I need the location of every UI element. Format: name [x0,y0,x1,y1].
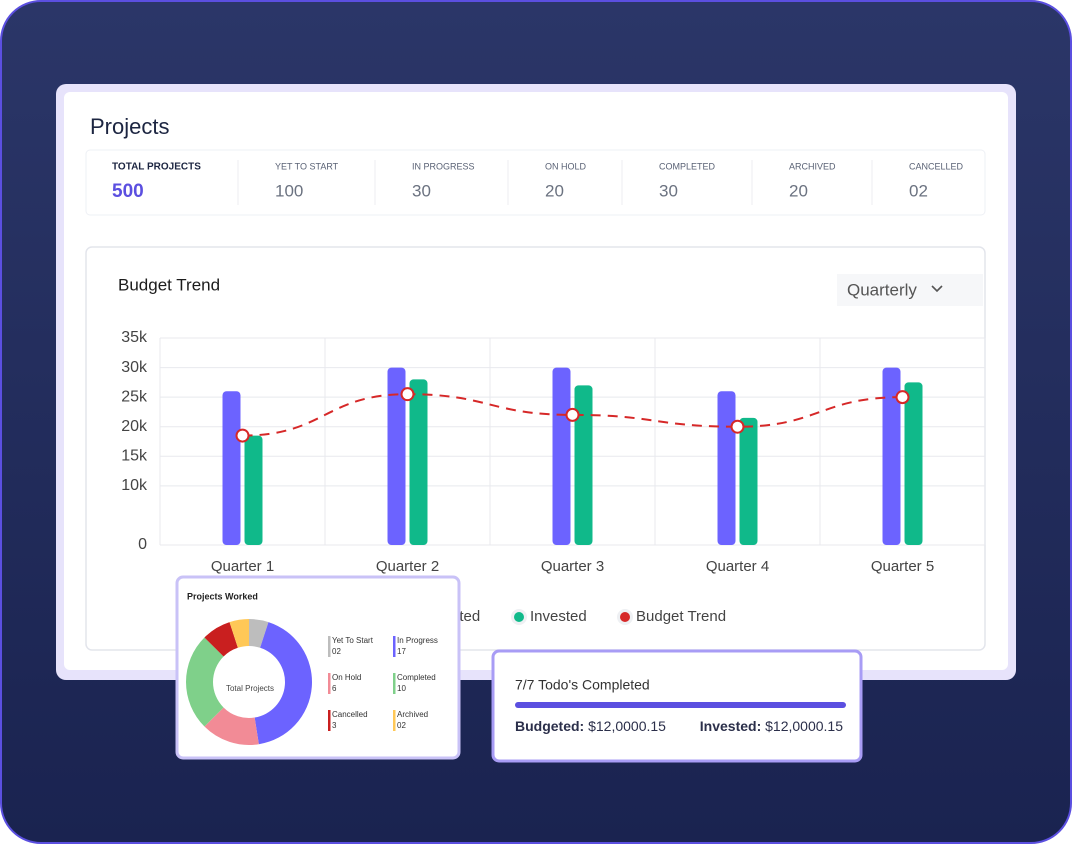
period-dropdown[interactable] [837,274,983,306]
donut-slice [204,622,238,657]
stat-value: 100 [275,181,303,200]
invested-text: Invested: $12,0000.15 [700,718,843,734]
invested-value: $12,0000.15 [765,718,843,734]
chart-title: Budget Trend [118,275,220,294]
y-tick-label: 35k [121,329,148,346]
bar [717,391,736,545]
legend-label: Invested [530,608,587,625]
donut-legend-label: On Hold [332,673,361,682]
donut-center-label: Total Projects [226,684,274,693]
bar [574,385,593,545]
donut-legend-value: 3 [332,721,337,730]
bar [222,391,241,545]
x-tick-label: Quarter 3 [541,558,604,575]
budgeted-text: Budgeted: $12,0000.15 [515,718,666,734]
legend-swatch [620,612,630,622]
stat-value: 20 [789,181,808,200]
y-tick-label: 30k [121,359,148,376]
dropdown-chevron [931,285,943,293]
donut-slice [249,619,269,648]
donut-legend-value: 02 [397,721,406,730]
legend-swatch [514,612,524,622]
donut-legend-swatch [328,636,331,657]
stat-label: IN PROGRESS [412,161,475,171]
donut-legend-value: 10 [397,684,406,693]
budgeted-label: Budgeted: [515,718,584,734]
invested-label: Invested: [700,718,761,734]
bar [409,379,428,545]
y-tick-label: 25k [121,388,148,405]
donut-legend-label: In Progress [397,636,438,645]
x-tick-label: Quarter 5 [871,558,934,575]
stat-label: COMPLETED [659,161,716,171]
donut-slice [204,707,259,745]
trend-point [235,428,250,443]
trend-point [565,407,580,422]
y-tick-label: 10k [121,477,148,494]
budgeted-value: $12,0000.15 [588,718,666,734]
bar [904,382,923,545]
stat-label: YET TO START [275,161,339,171]
x-tick-label: Quarter 1 [211,558,274,575]
stat-value: 30 [659,181,678,200]
donut-legend-value: 17 [397,647,406,656]
donut-legend-value: 02 [332,647,341,656]
donut-legend-value: 6 [332,684,337,693]
trend-point [730,419,745,434]
bar [387,367,406,545]
donut-legend-label: Completed [397,673,436,682]
stat-value: 02 [909,181,928,200]
donut-legend-swatch [393,710,396,731]
donut-slice [229,619,249,648]
stat-label: ARCHIVED [789,161,836,171]
legend-label: Budget Trend [636,608,726,625]
todo-progress [515,702,846,708]
donut-legend-swatch [328,710,331,731]
trend-point [895,390,910,405]
donut-legend-label: Yet To Start [332,636,374,645]
page-title: Projects [90,114,169,139]
bar [244,435,263,545]
donut-slice [186,637,224,727]
todo-summary: 7/7 Todo's Completed [515,677,650,693]
donut-legend-label: Archived [397,710,428,719]
donut-title: Projects Worked [187,591,258,601]
x-tick-label: Quarter 2 [376,558,439,575]
y-tick-label: 20k [121,418,148,435]
bar [552,367,571,545]
trend-point [400,387,415,402]
period-label[interactable]: Quarterly [847,280,917,299]
x-tick-label: Quarter 4 [706,558,769,575]
donut-slice [254,622,312,745]
trend-line [242,393,903,437]
donut-legend-swatch [393,673,396,694]
donut-legend-swatch [393,636,396,657]
stat-label: CANCELLED [909,161,964,171]
stat-value: 30 [412,181,431,200]
stats-bar [85,149,986,216]
donut-legend-label: Cancelled [332,710,368,719]
stat-label: TOTAL PROJECTS [112,162,201,173]
stat-value: 500 [112,181,144,202]
stat-label: ON HOLD [545,161,587,171]
bar [739,417,758,545]
y-tick-label: 15k [121,448,148,465]
y-tick-label: 0 [138,536,147,553]
donut-legend-swatch [328,673,331,694]
bar [882,367,901,545]
stat-value: 20 [545,181,564,200]
